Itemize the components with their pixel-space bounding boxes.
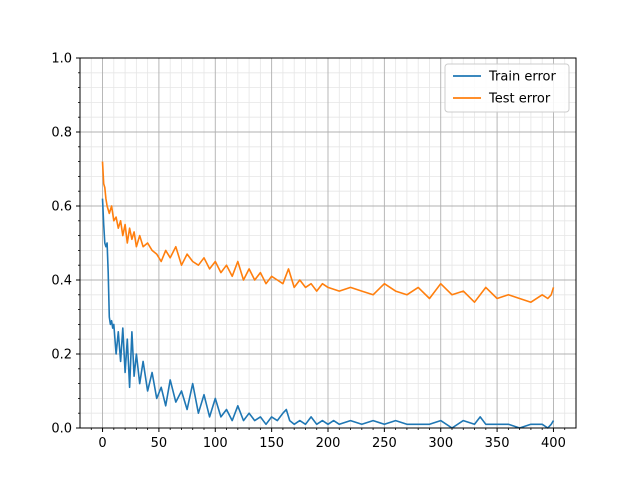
y-tick-label: 1.0 (51, 52, 72, 67)
series-line-train-error (101, 198, 555, 429)
x-tick-label: 200 (316, 436, 341, 451)
y-tick-label: 0.2 (51, 348, 72, 363)
x-tick-label: 150 (259, 436, 284, 451)
x-tick-label: 300 (428, 436, 453, 451)
x-tick-label: 100 (203, 436, 228, 451)
y-tick-label: 0.8 (51, 126, 72, 141)
x-tick-label: 400 (541, 436, 566, 451)
legend: Train error Test error (444, 63, 570, 113)
x-tick-label: 50 (151, 436, 168, 451)
axis-ticks: 0 50 100 150 200 250 300 350 400 0.0 0.2 0.4 0.6 0.8 1… (51, 52, 566, 452)
series-line-test-error (101, 161, 555, 304)
x-tick-label: 0 (98, 436, 106, 451)
legend-label: Train error (488, 70, 556, 85)
x-tick-label: 350 (485, 436, 510, 451)
x-tick-label: 250 (372, 436, 397, 451)
y-tick-label: 0.4 (51, 274, 72, 289)
y-tick-label: 0.0 (51, 422, 72, 437)
legend-label: Test error (488, 92, 551, 107)
series-layer (101, 161, 555, 429)
y-tick-label: 0.6 (51, 200, 72, 215)
